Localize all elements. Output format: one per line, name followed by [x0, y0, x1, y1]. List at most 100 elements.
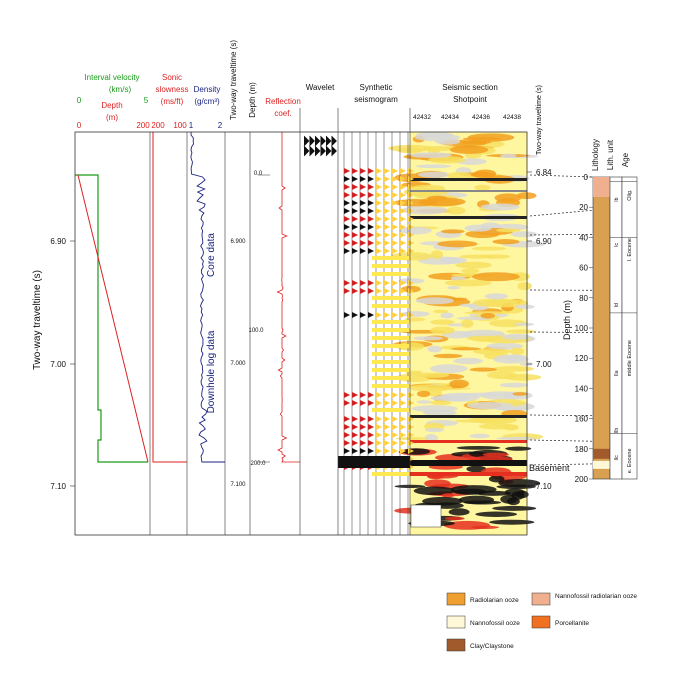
- seismic-blob: [428, 156, 466, 164]
- wiggle: [392, 216, 398, 222]
- seismic-blob: [430, 326, 455, 335]
- unit-label: Ic: [614, 243, 620, 247]
- wiggle: [360, 432, 366, 438]
- wiggle: [392, 248, 398, 254]
- seismic-blob: [445, 516, 465, 521]
- wiggle: [392, 448, 398, 454]
- seismic-blob: [515, 304, 535, 310]
- wiggle: [360, 440, 366, 446]
- wiggle: [344, 224, 350, 230]
- wiggle: [360, 416, 366, 422]
- wiggle: [352, 248, 358, 254]
- wiggle: [400, 240, 406, 246]
- seismic-blob: [446, 206, 466, 215]
- wiggle: [408, 432, 414, 438]
- seismic-blob: [401, 205, 448, 215]
- wiggle: [368, 232, 374, 238]
- seismic-blob: [448, 508, 470, 516]
- wiggle: [344, 232, 350, 238]
- seismic-blob: [486, 370, 517, 380]
- correlation-line: [529, 174, 594, 178]
- wiggle: [368, 280, 374, 286]
- seismic-blob: [416, 400, 432, 404]
- tick-label: 6.90: [50, 237, 66, 246]
- axis-title: Two-way traveltime (s): [229, 40, 238, 120]
- wiggle: [376, 168, 382, 174]
- seismic-blob: [500, 153, 517, 159]
- synthetic-fill: [372, 272, 410, 276]
- seismic-blob: [458, 495, 495, 504]
- wiggle: [344, 248, 350, 254]
- header: Lithology: [591, 139, 600, 171]
- axis-title: Depth (m): [248, 82, 257, 118]
- age-col: [621, 176, 638, 480]
- seismic-blob: [424, 427, 445, 433]
- correlation-line: [529, 414, 594, 416]
- wiggle: [360, 176, 366, 182]
- seismic-blob: [504, 488, 525, 497]
- tick-label: 42434: [441, 114, 459, 121]
- age-label: e. Eocene: [627, 448, 633, 473]
- wiggle: [408, 216, 414, 222]
- header: Shotpoint: [453, 95, 488, 104]
- seismic-reflector: [410, 190, 527, 192]
- wiggle: [360, 168, 366, 174]
- tick-label: 7.10: [50, 482, 66, 491]
- seismic-blob: [435, 138, 461, 145]
- wiggle: [384, 232, 390, 238]
- seismic-reflector: [410, 178, 527, 181]
- wiggle: [400, 192, 406, 198]
- wiggle: [344, 240, 350, 246]
- age-label: middle Eocene: [627, 340, 633, 376]
- synthetic-fill: [372, 352, 410, 356]
- unit-label: Id: [614, 303, 620, 307]
- header: Reflection: [265, 97, 301, 106]
- tick-label: 5: [144, 96, 149, 105]
- seismic-blob: [430, 395, 470, 402]
- seismic-blob: [514, 322, 535, 326]
- seismic-reflector: [410, 460, 527, 466]
- wiggle: [408, 176, 414, 182]
- wiggle: [352, 288, 358, 294]
- wiggle: [344, 192, 350, 198]
- seismic-blob: [489, 519, 535, 525]
- unit-label: IIa: [614, 370, 620, 376]
- tick-label: 42438: [503, 114, 521, 121]
- wiggle: [384, 224, 390, 230]
- seismic-blob: [455, 261, 492, 269]
- wiggle: [376, 392, 382, 398]
- wiggle: [400, 216, 406, 222]
- seismic-blob: [483, 299, 529, 308]
- decor: [75, 131, 546, 535]
- wiggle: [384, 424, 390, 430]
- wiggle: [400, 392, 406, 398]
- header: Depth: [101, 101, 122, 110]
- wiggle: [408, 224, 414, 230]
- wiggle: [392, 416, 398, 422]
- tick-label: 160: [575, 415, 589, 424]
- wiggle: [368, 432, 374, 438]
- seismic-blob: [474, 184, 491, 191]
- seismic-blob: [430, 400, 452, 406]
- wiggle: [360, 224, 366, 230]
- wiggle: [344, 288, 350, 294]
- wiggle: [392, 200, 398, 206]
- seismic-blob: [398, 278, 425, 284]
- tick-label: 60: [579, 264, 588, 273]
- axis-title: Two-way traveltime (s): [32, 270, 43, 370]
- synthetic-fill: [372, 264, 410, 268]
- synthetic-fill: [372, 408, 410, 412]
- wiggle: [400, 440, 406, 446]
- seismic-blob: [444, 279, 492, 287]
- wiggle: [384, 440, 390, 446]
- wiggle: [376, 312, 382, 318]
- seismic-blob: [502, 333, 531, 340]
- header: Seismic section: [442, 83, 498, 92]
- wiggle: [384, 392, 390, 398]
- seismic-blob: [440, 312, 454, 319]
- wiggle: [376, 240, 382, 246]
- wiggle: [400, 224, 406, 230]
- header: Synthetic: [360, 83, 393, 92]
- wiggle: [352, 432, 358, 438]
